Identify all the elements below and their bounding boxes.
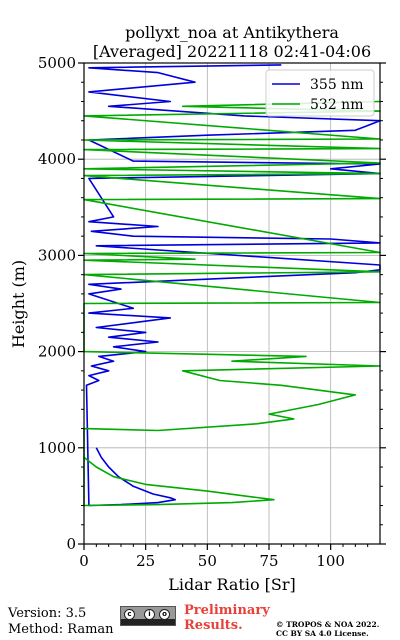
x-tick-label: 100 [316,552,345,570]
y-tick-label: 1000 [38,439,76,457]
x-tick-label: 75 [259,552,278,570]
cc-license-badge: c i o [120,606,176,626]
y-tick-label: 2000 [38,343,76,361]
preliminary-note: Preliminary Results. [184,603,270,633]
y-axis-label: Height (m) [9,260,28,348]
series-line-1 [85,64,381,507]
y-tick-label: 4000 [38,150,76,168]
method-label: Method: Raman [8,622,114,637]
x-axis-label: Lidar Ratio [Sr] [168,575,296,594]
lidar-ratio-chart: pollyxt_noa at Antikythera [Averaged] 20… [9,23,386,594]
legend-label-1: 355 nm [310,77,363,93]
chart-subtitle: [Averaged] 20221118 02:41-04:06 [93,42,371,61]
x-tick-label: 25 [136,552,155,570]
x-tick-label: 50 [198,552,217,570]
y-tick-label: 3000 [38,246,76,264]
footer-info: Version: 3.5 Method: Raman [8,606,114,638]
y-tick-label: 5000 [38,54,76,72]
y-tick-label: 0 [66,535,76,553]
copyright-note: © TROPOS & NOA 2022. CC BY SA 4.0 Licens… [276,620,380,638]
x-tick-label: 0 [79,552,89,570]
version-label: Version: 3.5 [8,606,87,621]
legend-label-2: 532 nm [310,97,363,113]
chart-title: pollyxt_noa at Antikythera [125,23,339,42]
